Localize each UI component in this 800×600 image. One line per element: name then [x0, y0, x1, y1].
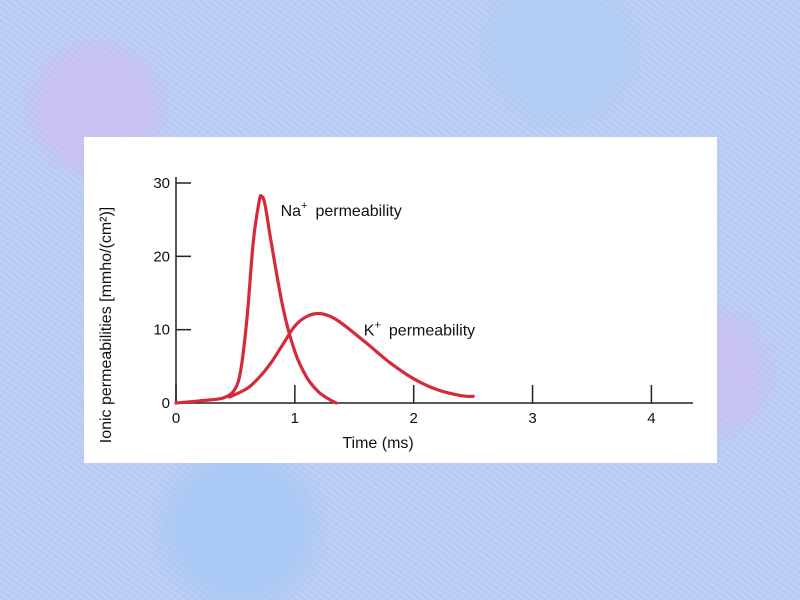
- y-tick-label: 10: [153, 322, 170, 339]
- k-series-label: K+ permeability: [364, 320, 475, 340]
- na-permeability-curve: [174, 193, 338, 405]
- series-label-text: permeability: [389, 323, 475, 340]
- chart-panel: 0 10 20 30 0 1 2 3 4 Time (ms) Ionic permeabilitie…: [84, 137, 717, 463]
- x-tick-label: 3: [528, 410, 536, 427]
- series-label-charge: +: [374, 320, 380, 332]
- series-label-charge: +: [301, 200, 307, 212]
- y-axis-title: Ionic permeabilities [mmho/(cm²)]: [98, 207, 115, 444]
- y-tick-label: 30: [153, 175, 170, 192]
- series-label-ion: Na: [281, 203, 302, 220]
- axes: 0 10 20 30 0 1 2 3 4 Time (ms) Ionic permeabilitie…: [98, 175, 693, 452]
- k-permeability-curve: [227, 311, 475, 399]
- y-tick-label: 20: [153, 248, 170, 265]
- permeability-chart: 0 10 20 30 0 1 2 3 4 Time (ms) Ionic permeabilitie…: [98, 175, 693, 452]
- x-tick-label: 0: [172, 410, 180, 427]
- curves: [174, 193, 475, 405]
- x-tick-label: 1: [291, 410, 299, 427]
- na-series-label: Na+ permeability: [281, 200, 402, 220]
- y-tick-label: 0: [162, 395, 170, 412]
- x-axis-title: Time (ms): [342, 435, 413, 452]
- series-label-text: permeability: [315, 203, 401, 220]
- x-tick-label: 2: [410, 410, 418, 427]
- x-tick-label: 4: [647, 410, 655, 427]
- series-label-ion: K: [364, 323, 375, 340]
